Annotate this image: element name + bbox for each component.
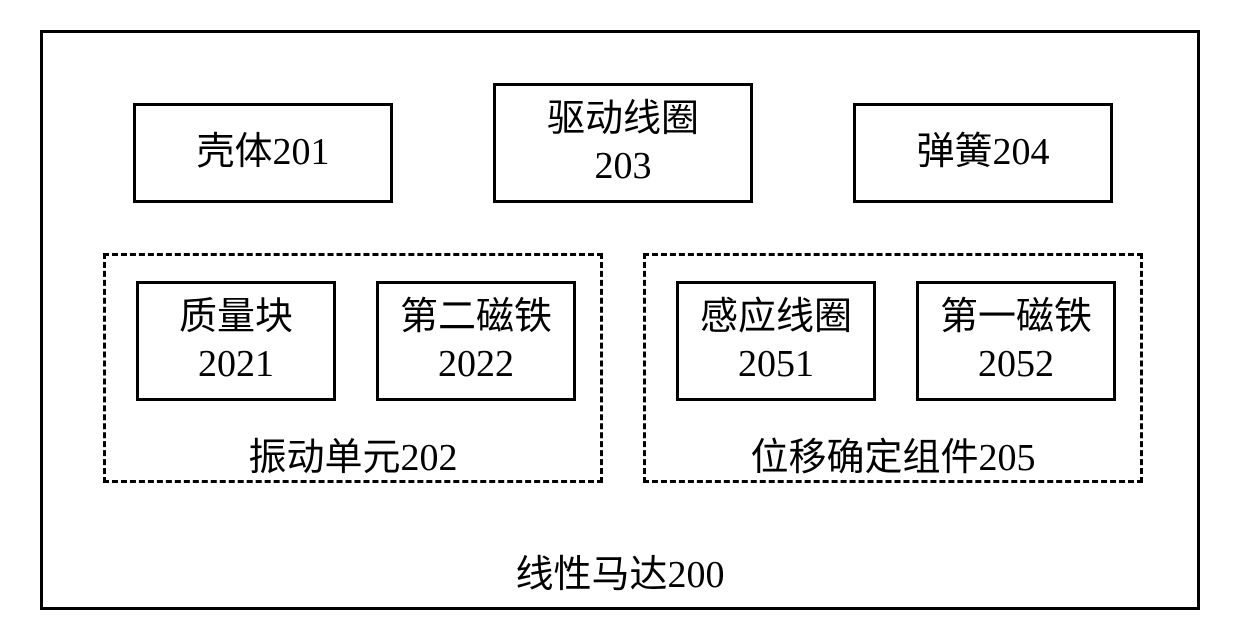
spring-block: 弹簧204 <box>853 103 1113 203</box>
induction_coil-block: 感应线圈 2051 <box>676 281 876 401</box>
displacement_unit-label: 位移确定组件205 <box>646 426 1140 481</box>
first_magnet-block: 第一磁铁 2052 <box>916 281 1116 401</box>
drive_coil-block: 驱动线圈 203 <box>493 83 753 203</box>
housing-block: 壳体201 <box>133 103 393 203</box>
second_magnet-block: 第二磁铁 2022 <box>376 281 576 401</box>
mass_block-block: 质量块 2021 <box>136 281 336 401</box>
displacement_unit-group: 感应线圈 2051 第一磁铁 2052 位移确定组件205 <box>643 253 1143 483</box>
linear-motor-box: 壳体201 驱动线圈 203 弹簧204 质量块 2021 第二磁铁 2022 振动单元… <box>40 30 1200 610</box>
linear-motor-label: 线性马达200 <box>43 543 1197 598</box>
vibration_unit-label: 振动单元202 <box>106 426 600 481</box>
vibration_unit-group: 质量块 2021 第二磁铁 2022 振动单元202 <box>103 253 603 483</box>
